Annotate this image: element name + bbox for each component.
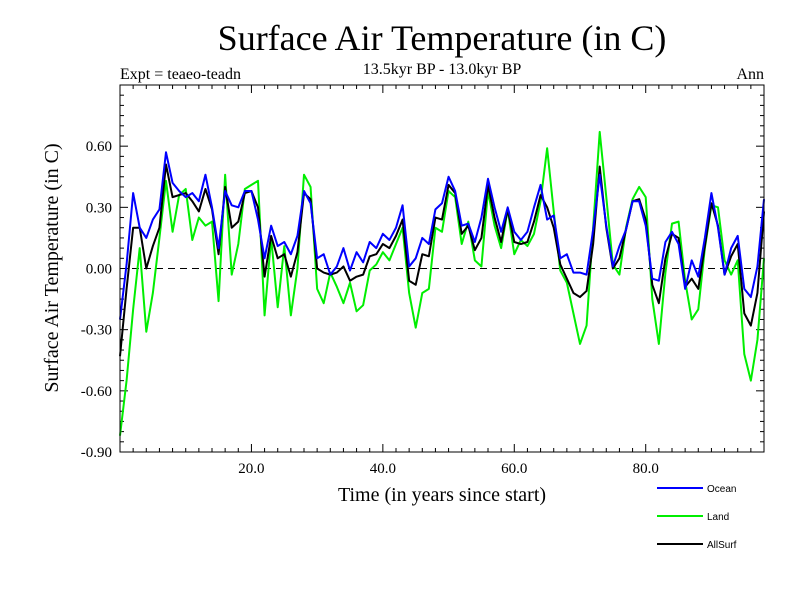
period-label: Ann xyxy=(736,66,764,83)
chart-title: Surface Air Temperature (in C) xyxy=(218,18,667,58)
x-axis-label: Time (in years since start) xyxy=(338,484,546,506)
series-line-ocean xyxy=(119,151,765,320)
y-tick-label: 0.60 xyxy=(86,139,112,155)
series-line-land xyxy=(119,130,765,436)
y-tick-label: -0.90 xyxy=(81,445,112,461)
y-tick-label: 0.30 xyxy=(86,200,112,216)
series-line-allsurf xyxy=(119,163,765,357)
y-tick-label: -0.60 xyxy=(81,384,112,400)
legend-label-allsurf: AllSurf xyxy=(707,540,737,551)
plot-frame xyxy=(119,84,765,453)
legend-label-ocean: Ocean xyxy=(707,484,736,495)
legend: Ocean Land AllSurf xyxy=(657,484,737,551)
plot-area: 20.0 40.0 60.0 80.0 -0.90 -0.60 -0.30 0.00 0.30 0… xyxy=(81,85,765,477)
y-axis-label: Surface Air Temperature (in C) xyxy=(41,143,63,392)
x-tick-label: 80.0 xyxy=(633,461,659,477)
y-tick-label: -0.30 xyxy=(81,323,112,339)
x-tick-label: 60.0 xyxy=(501,461,527,477)
chart-subtitle: 13.5kyr BP - 13.0kyr BP xyxy=(363,61,522,78)
experiment-label: Expt = teaeo-teadn xyxy=(120,66,241,83)
x-tick-label: 40.0 xyxy=(370,461,396,477)
legend-label-land: Land xyxy=(707,512,729,523)
y-tick-label: 0.00 xyxy=(86,262,112,278)
x-tick-label: 20.0 xyxy=(238,461,264,477)
